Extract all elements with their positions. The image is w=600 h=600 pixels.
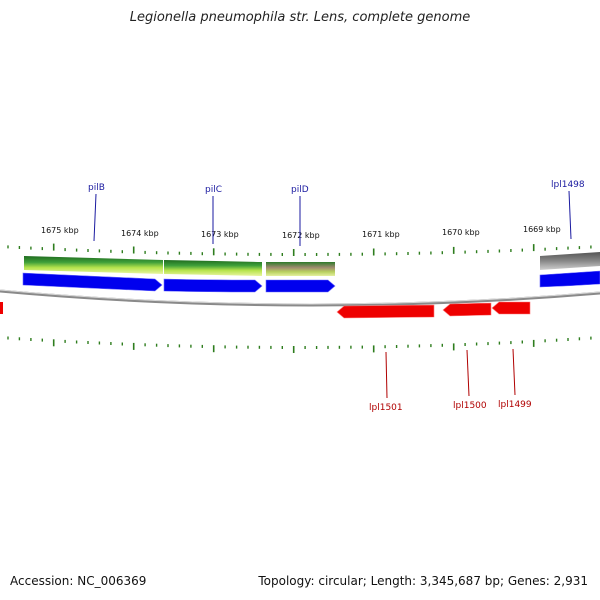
forward-gene-pilB[interactable] xyxy=(22,272,163,292)
scale-label: 1670 kbp xyxy=(442,228,480,237)
inner-tick-ring xyxy=(7,336,592,353)
outer-tick-ring xyxy=(7,243,592,256)
label-leader-lpl1501 xyxy=(385,351,388,399)
reverse-gene-lpl1499[interactable] xyxy=(491,301,531,315)
reverse-strand-track xyxy=(0,301,531,319)
feature-bar-lpl1498 xyxy=(540,252,600,270)
reverse-gene-labels: lpl1501 lpl1500 lpl1499 xyxy=(369,348,532,413)
scale-label: 1671 kbp xyxy=(362,230,400,239)
scale-label: 1672 kbp xyxy=(282,231,320,240)
label-leader-lpl1498 xyxy=(568,190,572,240)
forward-strand-track xyxy=(22,270,600,293)
genome-backbone xyxy=(0,289,600,307)
map-title: Legionella pneumophila str. Lens, comple… xyxy=(129,10,471,25)
reverse-gene-edge[interactable] xyxy=(0,302,3,314)
feature-bar-pilC xyxy=(164,260,262,276)
gene-label-pilD[interactable]: pilD xyxy=(291,185,309,195)
forward-gene-pilC[interactable] xyxy=(163,278,263,293)
gene-label-lpl1499[interactable]: lpl1499 xyxy=(498,400,532,410)
gene-label-pilC[interactable]: pilC xyxy=(205,185,222,195)
scale-label: 1673 kbp xyxy=(201,230,239,239)
genome-backbone-highlight xyxy=(0,289,600,305)
gene-label-lpl1501[interactable]: lpl1501 xyxy=(369,403,403,413)
scale-labels: 1675 kbp 1674 kbp 1673 kbp 1672 kbp 1671… xyxy=(41,225,561,240)
feature-track xyxy=(24,252,600,276)
gene-label-lpl1500[interactable]: lpl1500 xyxy=(453,401,487,411)
forward-gene-lpl1498[interactable] xyxy=(539,270,600,288)
scale-label: 1669 kbp xyxy=(523,225,561,234)
label-leader-lpl1500 xyxy=(466,349,470,397)
label-leader-pilB xyxy=(93,193,97,242)
scale-label: 1675 kbp xyxy=(41,226,79,235)
feature-bar-pilD xyxy=(266,262,335,276)
accession-text: Accession: NC_006369 xyxy=(10,574,147,588)
scale-label: 1674 kbp xyxy=(121,229,159,238)
forward-gene-pilD[interactable] xyxy=(265,279,336,293)
genome-summary-text: Topology: circular; Length: 3,345,687 bp… xyxy=(258,574,588,588)
gene-label-pilB[interactable]: pilB xyxy=(88,183,105,193)
label-leader-lpl1499 xyxy=(512,348,516,396)
gene-label-lpl1498[interactable]: lpl1498 xyxy=(551,180,585,190)
forward-gene-labels: pilB pilC pilD lpl1498 xyxy=(88,180,585,246)
reverse-gene-lpl1501[interactable] xyxy=(336,304,435,319)
feature-bar-pilB xyxy=(24,256,163,274)
reverse-gene-lpl1500[interactable] xyxy=(442,302,492,317)
